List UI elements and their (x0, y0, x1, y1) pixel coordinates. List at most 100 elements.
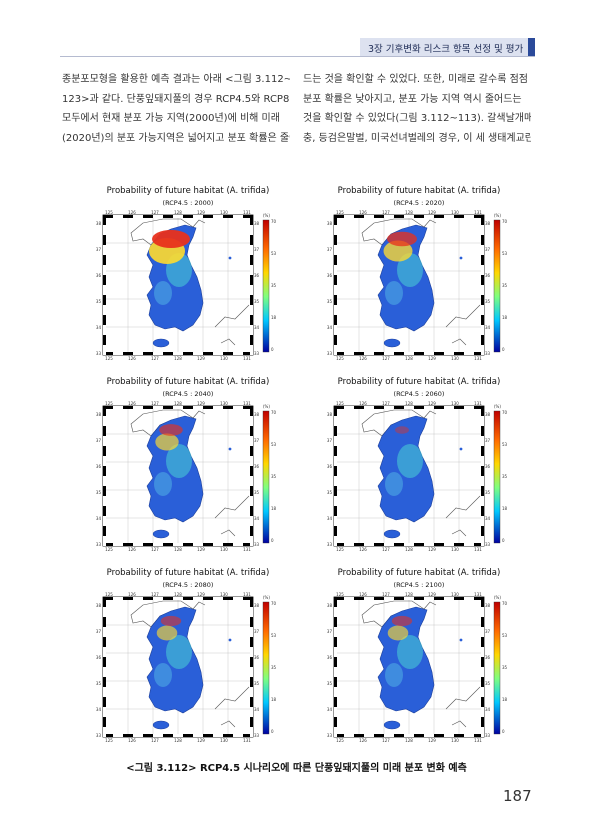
map-border-tick (103, 597, 113, 600)
lon-tick-label: 131 (474, 547, 482, 552)
map-border-tick (103, 335, 106, 345)
lat-tick-label: 38 (327, 221, 333, 226)
map-border-tick (414, 406, 424, 409)
lon-tick-label: 127 (382, 547, 390, 552)
map-border-tick (481, 667, 484, 677)
map-border-tick (481, 627, 484, 637)
map-border-tick (163, 597, 173, 600)
map-border-tick (103, 406, 113, 409)
lon-tick-label: 129 (197, 401, 205, 406)
map-border-tick (334, 657, 337, 667)
map-border-tick (173, 215, 183, 218)
map-panel-2040: Probability of future habitat (A. trifid… (88, 377, 288, 557)
map-border-tick (334, 717, 337, 727)
map-border-tick (334, 526, 337, 536)
map-border-tick (481, 707, 484, 717)
lat-tick-label: 33 (327, 733, 333, 738)
map-border-tick (481, 275, 484, 285)
colorbar-tick-label: 53 (271, 251, 277, 256)
text-line: 충, 등검은말벌, 미국선녀벌레의 경우, 이 세 생태계교란 (303, 132, 531, 144)
map-border-tick (364, 352, 374, 355)
lat-tick-label: 33 (96, 733, 102, 738)
colorbar-tick-label: 35 (502, 665, 508, 670)
map-border-tick (454, 543, 464, 546)
lat-tick-label: 33 (327, 351, 333, 356)
map-border-tick (250, 727, 253, 737)
map-border-tick (113, 352, 123, 355)
lat-tick-label: 36 (96, 464, 102, 469)
colorbar-tick-label: 53 (502, 633, 508, 638)
map-border-tick (474, 215, 484, 218)
habitat-zone-very-high (387, 231, 417, 247)
colorbar (493, 219, 501, 353)
map-border-tick (103, 436, 106, 446)
map-border-tick (334, 446, 337, 456)
lon-tick-label: 127 (151, 547, 159, 552)
map-border-tick (173, 543, 183, 546)
map-border-tick (344, 215, 354, 218)
map-border-tick (103, 637, 106, 647)
map-border-tick (344, 406, 354, 409)
map-border-tick (481, 597, 484, 607)
lon-tick-label: 131 (474, 592, 482, 597)
lon-tick-label: 130 (220, 356, 228, 361)
map-border-tick (163, 215, 173, 218)
coastline (192, 410, 206, 419)
body-text-left: 종분포모형을 활용한 예측 결과는 아래 <그림 3.112~ 123>과 같다… (62, 70, 290, 148)
map-border-tick (143, 352, 153, 355)
map-border-tick (344, 734, 354, 737)
map-border-tick (444, 406, 454, 409)
lat-tick-label: 36 (327, 464, 333, 469)
map-border-tick (203, 406, 213, 409)
lat-tick-label: 33 (96, 542, 102, 547)
lon-tick-label: 130 (220, 592, 228, 597)
map-border-tick (354, 406, 364, 409)
map-border-tick (250, 647, 253, 657)
lat-tick-label: 37 (485, 247, 491, 252)
map-border-tick (334, 476, 337, 486)
map-border-tick (103, 476, 106, 486)
lon-tick-label: 125 (105, 210, 113, 215)
map-border-tick (103, 727, 106, 737)
map-panel-2000: Probability of future habitat (A. trifid… (88, 186, 288, 366)
panel-subtitle: (RCP4.5 : 2060) (393, 390, 445, 398)
map-border-tick (481, 677, 484, 687)
map-border-tick (334, 295, 337, 305)
lon-tick-label: 131 (243, 547, 251, 552)
map-border-tick (123, 406, 133, 409)
lat-tick-label: 35 (96, 490, 102, 495)
map-border-tick (481, 526, 484, 536)
map-border-tick (481, 486, 484, 496)
map-border-tick (384, 352, 394, 355)
lon-tick-label: 126 (359, 738, 367, 743)
map-border-tick (394, 406, 404, 409)
lat-tick-label: 36 (485, 273, 491, 278)
lon-tick-label: 130 (220, 210, 228, 215)
map-border-tick (454, 215, 464, 218)
habitat-zone-very-high (395, 426, 409, 434)
map-border-tick (243, 597, 253, 600)
map-border-tick (481, 215, 484, 225)
map-border-tick (163, 406, 173, 409)
map-border-tick (374, 734, 384, 737)
lat-tick-label: 36 (254, 273, 260, 278)
map-border-tick (223, 406, 233, 409)
lon-tick-label: 128 (405, 356, 413, 361)
map-border-tick (474, 352, 484, 355)
jeju-island (152, 720, 170, 730)
panel-subtitle: (RCP4.5 : 2000) (162, 199, 214, 207)
map-border-tick (103, 496, 106, 506)
lat-tick-label: 37 (96, 438, 102, 443)
colorbar (262, 601, 270, 735)
map-border-tick (481, 697, 484, 707)
colorbar (262, 219, 270, 353)
map-border-tick (464, 597, 474, 600)
map-border-tick (384, 543, 394, 546)
map-border-tick (474, 543, 484, 546)
map-border-tick (444, 352, 454, 355)
map-border-tick (103, 516, 106, 526)
colorbar-tick-label: 53 (271, 442, 277, 447)
japan-coastline (220, 529, 236, 537)
coastline (192, 601, 206, 610)
map-border-tick (481, 476, 484, 486)
